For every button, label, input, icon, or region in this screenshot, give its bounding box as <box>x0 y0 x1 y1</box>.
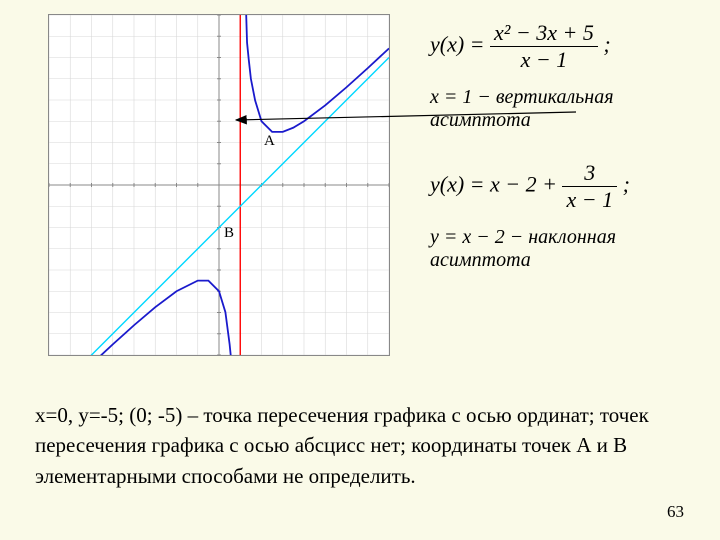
equation-3: y(x) = x − 2 + 3x − 1 ; <box>430 160 700 213</box>
eq3-denominator: x − 1 <box>562 187 617 213</box>
eq3-lhs: y(x) = x − 2 + <box>430 172 562 197</box>
function-chart: А В <box>48 14 390 356</box>
eq1-trail: ; <box>598 32 611 57</box>
page-number: 63 <box>667 502 684 522</box>
equation-4: y = x − 2 − наклонная асимптота <box>430 226 700 272</box>
point-label-a: А <box>264 133 275 150</box>
eq1-denominator: x − 1 <box>490 47 598 73</box>
chart-svg <box>49 15 389 355</box>
eq1-numerator: x² − 3x + 5 <box>490 20 598 47</box>
eq1-lhs: y(x) = <box>430 32 490 57</box>
equation-2: x = 1 − вертикальная асимптота <box>430 86 700 132</box>
slide-page: А В y(x) = x² − 3x + 5x − 1 ; x = 1 − ве… <box>0 0 720 540</box>
equation-1: y(x) = x² − 3x + 5x − 1 ; <box>430 20 700 73</box>
point-label-b: В <box>224 225 234 242</box>
eq3-fraction: 3x − 1 <box>562 160 617 213</box>
eq1-fraction: x² − 3x + 5x − 1 <box>490 20 598 73</box>
caption-text: x=0, y=-5; (0; -5) – точка пересечения г… <box>35 400 685 491</box>
eq3-numerator: 3 <box>562 160 617 187</box>
eq3-trail: ; <box>617 172 630 197</box>
